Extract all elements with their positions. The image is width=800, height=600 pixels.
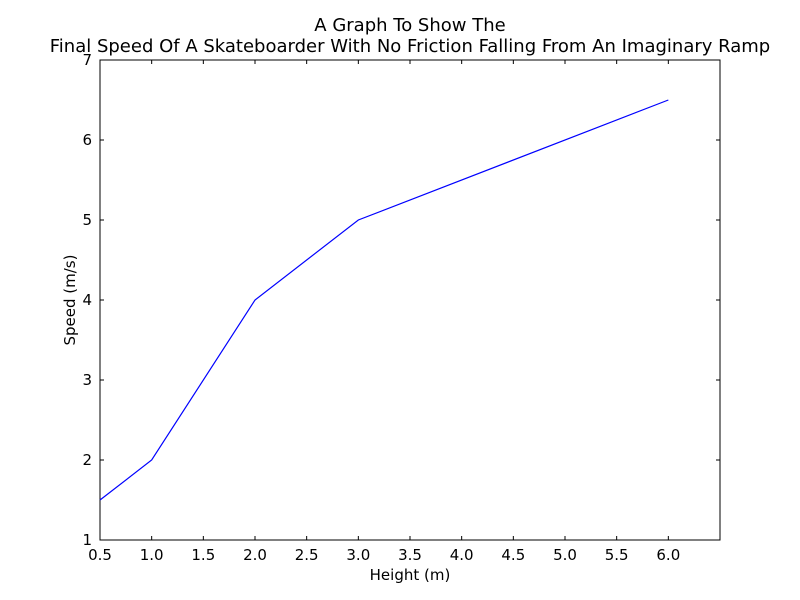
- y-tick-label: 2: [82, 451, 92, 469]
- x-tick-label: 4.0: [450, 546, 474, 564]
- y-tick-label: 6: [82, 131, 92, 149]
- data-series-layer: [99, 99, 669, 501]
- chart-title-line-1: A Graph To Show The: [314, 15, 505, 36]
- x-tick-label: 4.5: [501, 546, 525, 564]
- y-tick-label: 7: [82, 51, 92, 69]
- x-tick-label: 1.5: [191, 546, 215, 564]
- x-tick-label: 3.5: [398, 546, 422, 564]
- x-tick-label: 5.5: [605, 546, 629, 564]
- x-tick-label: 3.0: [346, 546, 370, 564]
- axis-ticks: [99, 59, 720, 541]
- y-tick-label: 3: [82, 371, 92, 389]
- x-tick-label: 0.5: [88, 546, 112, 564]
- y-tick-label: 1: [82, 531, 92, 549]
- y-tick-label: 5: [82, 211, 92, 229]
- x-tick-label: 6.0: [656, 546, 680, 564]
- tick-labels: 0.5 1.0 1.5 2.0 2.5 3.0 3.5 4.0 4.5 5.0 5.5 6.0 1 2 3 4…: [82, 51, 680, 564]
- x-axis-label: Height (m): [370, 566, 451, 584]
- x-tick-label: 5.0: [553, 546, 577, 564]
- chart-title-line-2: Final Speed Of A Skateboarder With No Fr…: [50, 36, 770, 57]
- x-tick-label: 2.0: [243, 546, 267, 564]
- series-line: [99, 99, 669, 501]
- x-tick-label: 1.0: [140, 546, 164, 564]
- y-tick-label: 4: [82, 291, 92, 309]
- y-axis-label: Speed (m/s): [61, 255, 79, 346]
- x-tick-label: 2.5: [295, 546, 319, 564]
